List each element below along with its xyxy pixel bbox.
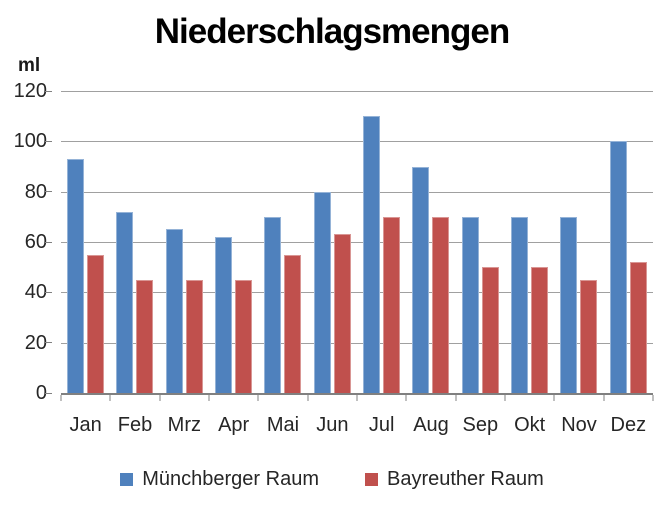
x-tick-8	[455, 395, 457, 401]
x-axis-label-jan: Jan	[69, 414, 102, 436]
x-tick-12	[652, 395, 654, 401]
x-axis-label-aug: Aug	[413, 414, 449, 436]
y-axis-label-80: 80	[24, 180, 47, 203]
y-axis-label-120: 120	[13, 80, 47, 102]
bar-muenchberger-raum-sep	[461, 216, 479, 393]
x-axis-label-apr: Apr	[218, 414, 250, 436]
bar-bayreuther-raum-okt	[531, 267, 549, 393]
bar-bayreuther-raum-sep	[481, 267, 499, 393]
x-tick-9	[504, 395, 506, 401]
y-tick-60	[45, 241, 52, 243]
bar-muenchberger-raum-dez	[609, 141, 627, 393]
bar-muenchberger-raum-apr	[215, 236, 233, 393]
bar-bayreuther-raum-aug	[432, 216, 450, 393]
plot-area	[61, 91, 653, 395]
y-axis-label-100: 100	[13, 130, 47, 153]
y-tick-40	[45, 291, 52, 293]
bar-group-feb	[110, 91, 159, 393]
gridline-60	[61, 242, 653, 243]
bar-group-jan	[61, 91, 110, 393]
bar-muenchberger-raum-nov	[560, 216, 578, 393]
bar-bayreuther-raum-jan	[87, 254, 105, 393]
x-axis-label-okt: Okt	[514, 414, 546, 436]
bar-muenchberger-raum-aug	[412, 166, 430, 393]
x-axis-label-mai: Mai	[266, 414, 300, 436]
bar-groups	[61, 91, 653, 393]
y-tick-120	[45, 90, 52, 92]
y-tick-20	[45, 342, 52, 344]
bar-bayreuther-raum-nov	[580, 279, 598, 393]
y-axis-label-20: 20	[24, 331, 47, 354]
y-tick-0	[45, 392, 52, 394]
gridline-80	[61, 191, 653, 193]
bar-bayreuther-raum-mrz	[185, 279, 203, 393]
bar-bayreuther-raum-dez	[629, 262, 647, 393]
bar-muenchberger-raum-jun	[313, 191, 331, 393]
gridline-40	[61, 292, 653, 294]
x-tick-3	[208, 395, 210, 401]
y-axis-label-0: 0	[35, 382, 47, 404]
x-tick-7	[405, 395, 407, 401]
bar-bayreuther-raum-jul	[383, 216, 401, 393]
bar-group-dez	[604, 91, 653, 393]
y-axis-unit-label: ml	[18, 55, 41, 76]
x-tick-4	[257, 395, 259, 401]
x-tick-1	[109, 395, 111, 401]
y-tick-80	[45, 191, 52, 193]
bar-muenchberger-raum-mai	[264, 216, 282, 393]
legend-item-bayreuther-raum: Bayreuther Raum	[365, 468, 544, 491]
x-axis-tick-marks	[60, 395, 654, 401]
gridline-120	[61, 91, 653, 92]
x-axis-label-nov: Nov	[561, 414, 597, 436]
y-axis-tick-labels: 0 20 40 60 80 100 120	[0, 81, 47, 403]
bar-bayreuther-raum-apr	[235, 279, 253, 393]
legend: Münchberger Raum Bayreuther Raum	[0, 468, 664, 491]
bar-group-sep	[456, 91, 505, 393]
gridline-100	[61, 141, 653, 143]
x-tick-2	[159, 395, 161, 401]
bar-bayreuther-raum-jun	[333, 234, 351, 393]
x-tick-6	[356, 395, 358, 401]
x-tick-11	[603, 395, 605, 401]
bar-group-jun	[308, 91, 357, 393]
x-axis-label-dez: Dez	[610, 414, 647, 436]
bar-muenchberger-raum-mrz	[165, 229, 183, 393]
x-axis-label-sep: Sep	[462, 414, 499, 436]
bar-muenchberger-raum-feb	[116, 211, 134, 393]
x-tick-5	[307, 395, 309, 401]
bar-bayreuther-raum-feb	[136, 279, 154, 393]
bar-muenchberger-raum-jan	[67, 158, 85, 393]
x-axis-tick-labels: Jan Feb Mrz Apr Mai Jun Jul Aug Sep Okt Nov Dez	[61, 414, 653, 440]
x-tick-10	[553, 395, 555, 401]
x-axis-label-jun: Jun	[316, 414, 349, 436]
legend-swatch-muenchberger-raum	[120, 473, 134, 486]
legend-item-muenchberger-raum: Münchberger Raum	[120, 468, 319, 491]
x-axis-label-feb: Feb	[117, 414, 153, 436]
bar-bayreuther-raum-mai	[284, 254, 302, 393]
x-axis-label-mrz: Mrz	[167, 414, 201, 436]
y-axis-label-40: 40	[24, 281, 47, 304]
bar-group-nov	[554, 91, 603, 393]
bar-group-jul	[357, 91, 406, 393]
bar-muenchberger-raum-jul	[363, 116, 381, 393]
y-tick-100	[45, 140, 52, 142]
x-axis-label-jul: Jul	[368, 414, 395, 436]
chart-title: Niederschlagsmengen	[154, 12, 510, 51]
bar-muenchberger-raum-okt	[511, 216, 529, 393]
bar-group-mrz	[160, 91, 209, 393]
gridline-20	[61, 342, 653, 344]
x-tick-0	[60, 395, 62, 401]
y-axis-label-60: 60	[24, 231, 47, 253]
y-axis-tick-marks	[45, 90, 52, 394]
legend-label-muenchberger-raum: Münchberger Raum	[142, 468, 319, 490]
bar-group-aug	[406, 91, 455, 393]
bar-group-okt	[505, 91, 554, 393]
bar-group-apr	[209, 91, 258, 393]
legend-label-bayreuther-raum: Bayreuther Raum	[387, 468, 544, 490]
legend-swatch-bayreuther-raum	[365, 473, 378, 486]
bar-group-mai	[258, 91, 307, 393]
